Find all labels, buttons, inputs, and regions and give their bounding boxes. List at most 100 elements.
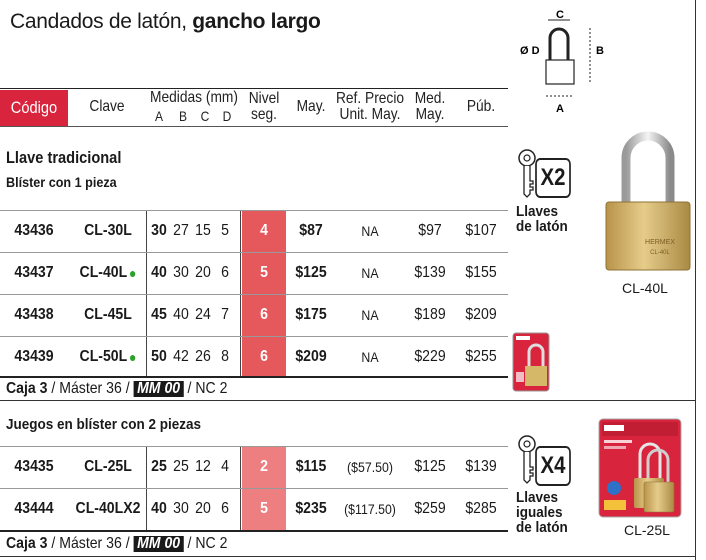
row-a: 50 xyxy=(151,348,167,365)
row-may: $235 xyxy=(295,500,327,517)
row-pub: $139 xyxy=(465,458,497,475)
dim-b-label: B xyxy=(596,45,604,57)
row-may: $87 xyxy=(299,222,323,239)
header-col-d: D xyxy=(222,108,232,124)
header-codigo: Código xyxy=(0,90,68,126)
header-clave: Clave xyxy=(89,98,125,115)
row-nivel: 6 xyxy=(260,306,268,323)
row-may: $209 xyxy=(295,348,327,365)
row-c: 26 xyxy=(195,348,211,365)
header-pub: Púb. xyxy=(466,98,496,115)
row-c: 20 xyxy=(195,500,211,517)
table-row: 43439 CL-50L ● 50 42 26 8 6 $209 NA $229 … xyxy=(0,336,508,377)
row-d: 5 xyxy=(221,222,229,239)
row-clave: CL-45L xyxy=(84,306,132,323)
row-a: 40 xyxy=(151,264,167,281)
row-pub: $155 xyxy=(465,264,497,281)
keys-label-2: Llaves iguales de latón xyxy=(516,489,568,536)
padlock-image-cl40l: HERMEX CL-40L xyxy=(605,131,691,271)
keys-badge-x2: X2 xyxy=(535,158,571,198)
table-row: 43444 CL-40LX2 40 30 20 6 5 $235 ($117.5… xyxy=(0,488,508,529)
dimension-diagram: C B A Ø D xyxy=(520,9,604,115)
row-b: 25 xyxy=(173,458,189,475)
row-may: $175 xyxy=(295,306,327,323)
page-bottom-rule xyxy=(0,556,695,557)
section-2-bottom-rule xyxy=(0,530,508,532)
header-nivel-seg: seg. xyxy=(250,106,278,123)
section-1-bottom-rule xyxy=(0,376,508,378)
row-codigo: 43436 xyxy=(14,222,54,239)
header-med-may: May. xyxy=(415,106,445,123)
row-c: 12 xyxy=(195,458,211,475)
row-ref: NA xyxy=(361,223,379,239)
header-ref-unit: Unit. May. xyxy=(339,106,401,123)
blister-package-cl25l-image xyxy=(598,418,682,518)
row-med: $229 xyxy=(414,348,446,365)
dim-a-label: A xyxy=(556,103,564,115)
row-pub: $285 xyxy=(465,500,497,517)
row-ref: NA xyxy=(361,307,379,323)
dim-d-label: Ø D xyxy=(520,45,540,57)
row-a: 30 xyxy=(151,222,167,239)
row-codigo: 43438 xyxy=(14,306,54,323)
right-border xyxy=(695,0,696,560)
row-clave: CL-50L ● xyxy=(79,348,137,365)
row-nivel: 5 xyxy=(260,500,268,517)
header-ref-precio: Ref. Precio xyxy=(335,90,405,107)
row-med: $189 xyxy=(414,306,446,323)
row-nivel: 6 xyxy=(260,348,268,365)
row-pub: $255 xyxy=(465,348,497,365)
row-b: 42 xyxy=(173,348,189,365)
keys-label-1: Llaves de latón xyxy=(516,203,568,235)
header-col-b: B xyxy=(178,108,188,124)
row-clave: CL-40LX2 xyxy=(75,500,141,517)
section-1-footer: Caja 3 / Máster 36 / MM 00 / NC 2 xyxy=(6,380,228,397)
row-med: $139 xyxy=(414,264,446,281)
row-b: 40 xyxy=(173,306,189,323)
row-b: 30 xyxy=(173,264,189,281)
table-row: 43435 CL-25L 25 25 12 4 2 $115 ($57.50) … xyxy=(0,446,508,487)
row-codigo: 43439 xyxy=(14,348,54,365)
image-caption-cl40l: CL-40L xyxy=(622,280,668,296)
row-codigo: 43435 xyxy=(14,458,54,475)
row-clave: CL-30L xyxy=(84,222,132,239)
header-nivel: Nivel xyxy=(248,90,280,107)
section-divider xyxy=(0,400,695,401)
row-c: 20 xyxy=(195,264,211,281)
row-med: $259 xyxy=(414,500,446,517)
header-may: May. xyxy=(296,98,326,115)
row-may: $125 xyxy=(295,264,327,281)
header-med: Med. xyxy=(414,90,446,107)
row-may: $115 xyxy=(295,458,327,475)
table-row: 43437 CL-40L ● 40 30 20 6 5 $125 NA $139 … xyxy=(0,252,508,293)
blister-package-image xyxy=(512,332,550,392)
row-codigo: 43437 xyxy=(14,264,54,281)
lock-brand-text: HERMEX xyxy=(645,239,675,246)
row-pub: $107 xyxy=(465,222,497,239)
row-c: 15 xyxy=(195,222,211,239)
row-a: 25 xyxy=(151,458,167,475)
table-row: 43438 CL-45L 45 40 24 7 6 $175 NA $189 $… xyxy=(0,294,508,335)
row-a: 40 xyxy=(151,500,167,517)
row-nivel: 5 xyxy=(260,264,268,281)
row-d: 8 xyxy=(221,348,229,365)
header-divider xyxy=(0,126,508,127)
dim-c-label: C xyxy=(556,9,564,21)
header-col-c: C xyxy=(200,108,210,124)
new-indicator-dot: ● xyxy=(129,265,137,281)
row-clave: CL-25L xyxy=(84,458,132,475)
row-med: $125 xyxy=(414,458,446,475)
table-header: Código Clave Medidas (mm) A B C D Nivel … xyxy=(0,88,508,127)
row-b: 30 xyxy=(173,500,189,517)
row-nivel: 4 xyxy=(260,222,268,239)
section-2-subtitle: Juegos en blíster con 2 piezas xyxy=(6,416,202,433)
col-separator xyxy=(146,210,147,376)
page-title: Candados de latón, gancho largo xyxy=(10,10,321,33)
row-b: 27 xyxy=(173,222,189,239)
key-icon xyxy=(518,435,536,484)
row-clave: CL-40L ● xyxy=(79,264,137,281)
row-nivel: 2 xyxy=(260,458,268,475)
row-ref: NA xyxy=(361,265,379,281)
table-row: 43436 CL-30L 30 27 15 5 4 $87 NA $97 $10… xyxy=(0,210,508,251)
keys-badge-x4: X4 xyxy=(535,446,571,486)
